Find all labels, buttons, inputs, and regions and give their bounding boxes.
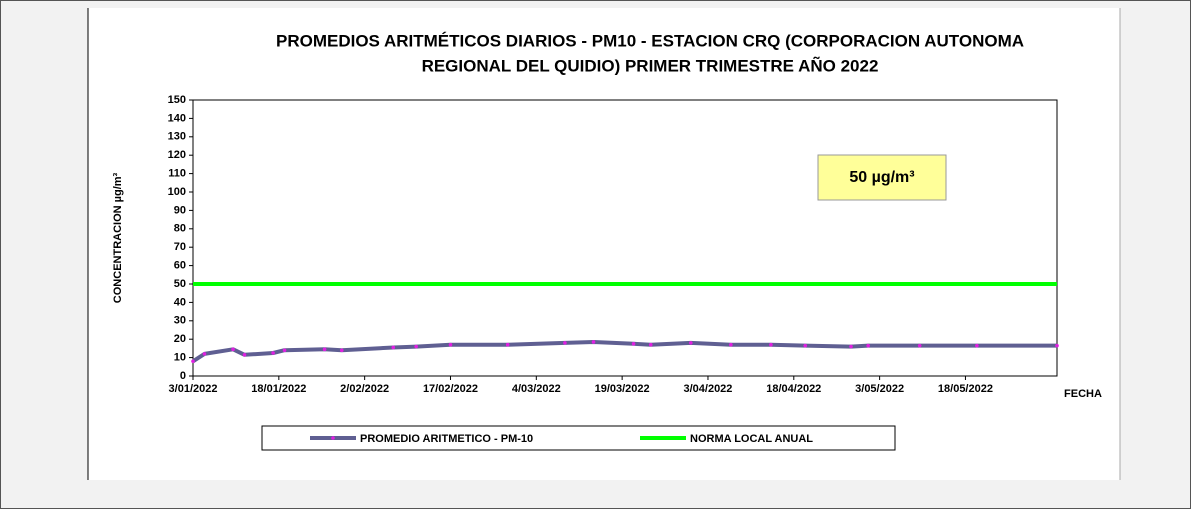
data-point (322, 347, 327, 352)
data-point (769, 342, 773, 347)
legend-label: NORMA LOCAL ANUAL (690, 433, 813, 445)
data-point (803, 343, 808, 348)
y-tick-label: 90 (174, 204, 186, 216)
data-point (563, 341, 567, 345)
y-tick-label: 70 (174, 241, 186, 253)
data-point (975, 343, 979, 348)
x-tick-label: 4/03/2022 (512, 383, 561, 395)
y-tick-label: 120 (168, 149, 186, 161)
data-point (689, 341, 693, 345)
data-point (271, 351, 275, 355)
data-point (648, 342, 653, 347)
data-point (282, 348, 287, 353)
x-tick-label: 18/05/2022 (938, 383, 993, 395)
y-tick-label: 140 (168, 112, 186, 124)
legend-label: PROMEDIO ARITMETICO - PM-10 (360, 433, 533, 445)
x-tick-label: 17/02/2022 (423, 383, 478, 395)
y-tick-label: 130 (168, 131, 186, 143)
data-point (242, 353, 247, 357)
x-axis-label: FECHA (1064, 388, 1102, 400)
y-tick-label: 20 (174, 333, 186, 345)
x-tick-label: 3/05/2022 (855, 383, 904, 395)
x-tick-label: 2/02/2022 (340, 383, 389, 395)
x-tick-label: 18/04/2022 (766, 383, 821, 395)
y-tick-label: 60 (174, 260, 186, 272)
chart-title: PROMEDIOS ARITMÉTICOS DIARIOS - PM10 - E… (276, 31, 1024, 50)
legend (261, 425, 896, 451)
plot-area (192, 99, 1058, 377)
y-tick-label: 40 (174, 296, 186, 308)
data-point (448, 342, 453, 347)
x-tick-label: 18/01/2022 (251, 383, 306, 395)
data-point (191, 359, 195, 364)
y-axis-label: CONCENTRACION µg/m³ (112, 172, 124, 303)
x-tick-label: 3/01/2022 (169, 383, 218, 395)
data-point (849, 344, 853, 349)
data-point (729, 342, 733, 347)
y-tick-label: 30 (174, 315, 186, 327)
data-point (414, 344, 418, 349)
data-point (917, 343, 922, 348)
y-tick-label: 10 (174, 352, 186, 364)
data-point (1055, 343, 1059, 348)
data-point (391, 345, 396, 350)
annotation-box (817, 154, 947, 201)
data-point (505, 342, 510, 347)
y-tick-label: 80 (174, 223, 186, 235)
y-tick-label: 100 (168, 186, 186, 198)
legend-marker (331, 436, 335, 440)
y-tick-label: 110 (168, 168, 186, 180)
y-tick-label: 0 (180, 370, 186, 382)
y-tick-label: 150 (168, 94, 186, 106)
data-point (339, 348, 344, 353)
annotation: 50 µg/m³ (849, 169, 914, 186)
data-point (202, 352, 207, 356)
x-tick-label: 19/03/2022 (595, 383, 650, 395)
x-tick-label: 3/04/2022 (683, 383, 732, 395)
data-point (866, 343, 870, 348)
data-point (591, 340, 596, 344)
y-tick-label: 50 (174, 278, 186, 290)
data-point (231, 347, 235, 352)
chart-title: REGIONAL DEL QUIDIO) PRIMER TRIMESTRE AÑ… (422, 55, 879, 75)
data-point (631, 342, 636, 346)
